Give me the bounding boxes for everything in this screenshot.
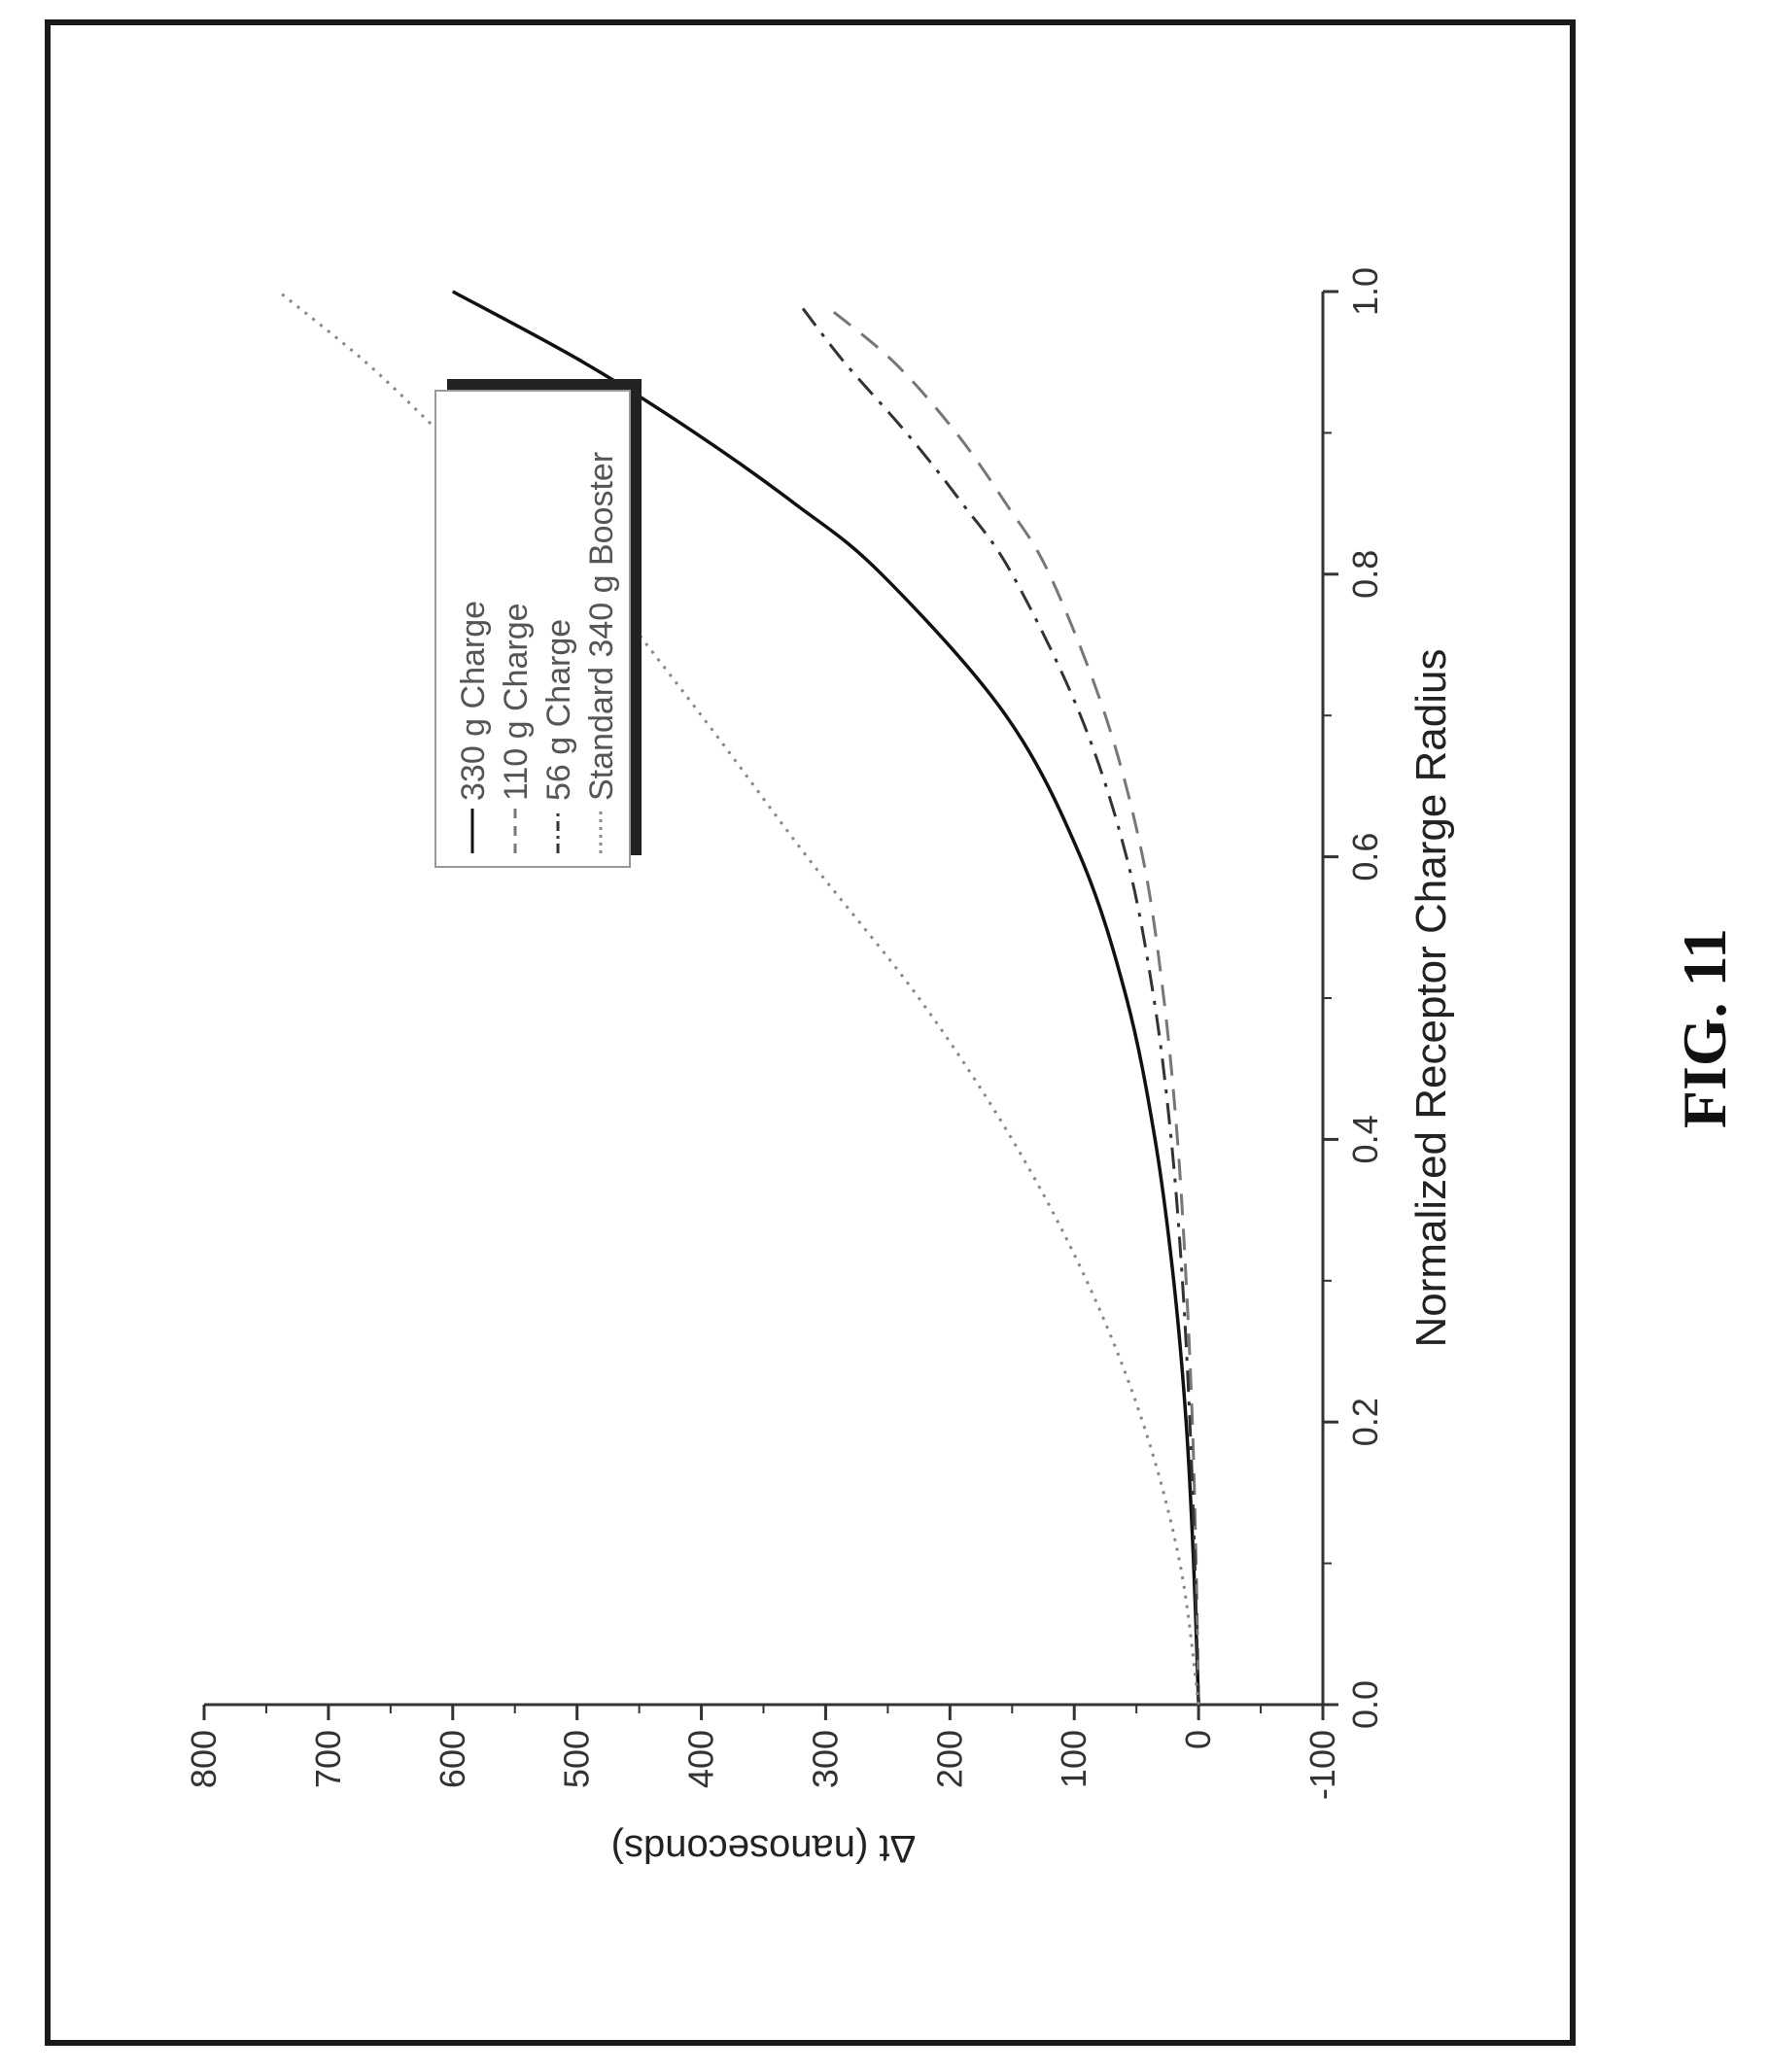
y-tick-label: 700 <box>308 1730 348 1788</box>
y-tick-label: 300 <box>805 1730 845 1788</box>
series-layer <box>277 290 1200 1706</box>
y-tick-label: 800 <box>184 1730 224 1788</box>
series-line-3 <box>277 290 1200 1706</box>
x-tick-label: 0.4 <box>1345 1115 1385 1163</box>
axes-layer: 0.0 0.2 0.4 0.6 0.8 1.0 -100 0 100 200 300 400 500 60… <box>184 267 1385 1800</box>
y-tick-label: 600 <box>433 1730 472 1788</box>
legend: 330 g Charge 110 g Charge 56 g Charge Stand… <box>434 379 642 868</box>
y-tick-label: 0 <box>1178 1730 1218 1749</box>
y-tick-label: 400 <box>681 1730 721 1788</box>
x-tick-label: 0.0 <box>1345 1680 1385 1729</box>
legend-label-0: 330 g Charge <box>455 601 492 801</box>
legend-label-1: 110 g Charge <box>498 603 535 801</box>
legend-label-3: Standard 340 g Booster <box>583 452 620 801</box>
x-tick-label: 0.6 <box>1345 833 1385 881</box>
y-tick-label: -100 <box>1302 1730 1342 1800</box>
legend-box <box>434 390 631 868</box>
x-tick-label: 0.2 <box>1345 1398 1385 1446</box>
figure-frame <box>45 19 1576 2046</box>
y-tick-label: 200 <box>929 1730 969 1788</box>
rotated-plot-group: 0.0 0.2 0.4 0.6 0.8 1.0 -100 0 100 200 300 400 500 60… <box>184 267 1455 1870</box>
x-tick-label: 0.8 <box>1345 550 1385 599</box>
series-line-2 <box>799 304 1200 1706</box>
y-axis-label: Δt (nanoseconds) <box>611 1827 917 1870</box>
legend-label-2: 56 g Charge <box>540 619 577 801</box>
x-tick-label: 1.0 <box>1345 267 1385 316</box>
series-line-1 <box>824 304 1200 1706</box>
figure-label: FIG. 11 <box>1670 928 1739 1128</box>
y-tick-label: 500 <box>557 1730 597 1788</box>
y-tick-label: 100 <box>1054 1730 1093 1788</box>
x-axis-label: Normalized Receptor Charge Radius <box>1407 649 1455 1348</box>
series-line-0 <box>451 290 1200 1706</box>
